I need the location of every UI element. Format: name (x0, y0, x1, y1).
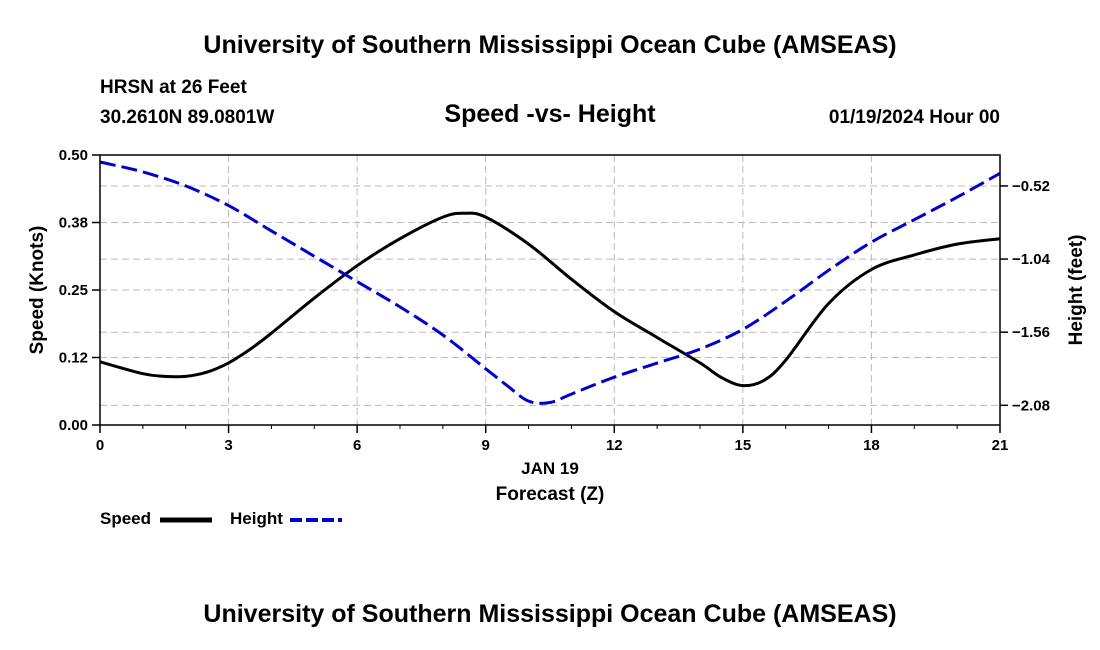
x-tick-label: 6 (353, 437, 361, 454)
x-tick-label: 15 (735, 437, 752, 454)
series-line-height (99, 160, 1001, 405)
y2-tick-label: −1.04 (1012, 251, 1051, 268)
y2-tick-label: −1.56 (1012, 324, 1050, 341)
x-axis-label: Forecast (Z) (496, 484, 605, 505)
y-tick-label: 0.12 (59, 350, 88, 367)
plot-frame (99, 154, 1001, 426)
station-name: HRSN at 26 Feet (100, 77, 247, 98)
x-tick-label: 3 (224, 437, 232, 454)
x-axis-date-label: JAN 19 (521, 459, 579, 478)
x-tick-label: 18 (863, 437, 880, 454)
legend-speed-label: Speed (100, 509, 152, 528)
legend-height-swatch (290, 518, 342, 522)
legend-speed-swatch (160, 517, 212, 523)
y-tick-label: 0.25 (59, 282, 88, 299)
x-tick-label: 0 (96, 437, 104, 454)
grid-layer (100, 154, 1000, 425)
y-tick-label: 0.38 (59, 215, 88, 232)
station-coords: 30.2610N 89.0801W (100, 107, 275, 128)
legend-height-label: Height (230, 509, 283, 528)
y2-tick-label: −2.08 (1012, 397, 1050, 414)
series-line-speed (99, 211, 1001, 388)
y2-axis-label: Height (feet) (1066, 235, 1087, 346)
series-layer (99, 160, 1001, 405)
labels-layer: 0 3 6 9 12 15 18 21 0.00 0.12 0.25 0.38 0.50 −2.08 −1.… (27, 147, 1087, 505)
x-tick-label: 12 (606, 437, 623, 454)
y2-tick-label: −0.52 (1012, 178, 1050, 195)
main-title: University of Southern Mississippi Ocean… (203, 31, 897, 59)
footer-title: University of Southern Mississippi Ocean… (203, 600, 897, 628)
chart-title: Speed -vs- Height (444, 100, 656, 128)
y-tick-label: 0.00 (59, 417, 88, 434)
x-tick-label: 21 (992, 437, 1009, 454)
ticks-layer (92, 154, 1008, 433)
forecast-datetime: 01/19/2024 Hour 00 (828, 107, 1000, 128)
y-tick-label: 0.50 (59, 147, 88, 164)
x-tick-label: 9 (482, 437, 490, 454)
y-axis-label: Speed (Knots) (27, 226, 48, 355)
